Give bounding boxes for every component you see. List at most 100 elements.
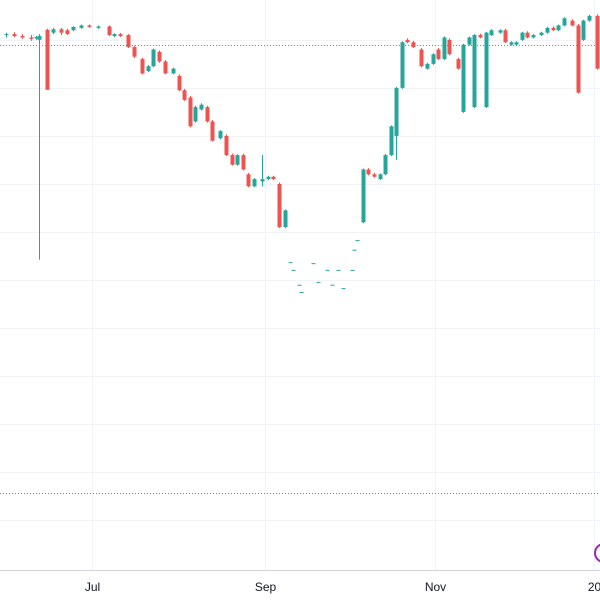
candle-body — [79, 25, 84, 28]
candle-body — [230, 155, 235, 165]
candle-body — [389, 126, 394, 156]
candle-body — [96, 26, 101, 28]
candle-body — [562, 18, 567, 26]
candle-body — [246, 174, 251, 187]
plot-area — [0, 14, 600, 494]
candle-body — [366, 169, 371, 175]
x-tick-label: Nov — [425, 580, 446, 594]
candle-body — [411, 42, 416, 48]
candle-body — [352, 249, 357, 251]
candle-body — [503, 30, 508, 43]
candle-body — [467, 37, 472, 45]
candle-body — [330, 284, 335, 286]
candle-body — [210, 121, 215, 141]
x-tick-label: Sep — [255, 580, 277, 594]
candle-body — [112, 34, 117, 37]
candle-body — [509, 42, 514, 45]
candle-body — [132, 47, 137, 57]
candle-body — [576, 25, 581, 93]
candle-body — [260, 179, 265, 182]
candle-body — [266, 176, 271, 180]
candle-body — [29, 37, 34, 39]
candle-body — [484, 32, 489, 108]
candle-body — [472, 35, 477, 108]
candle-body — [539, 32, 544, 36]
candle-body — [456, 59, 461, 69]
candle-body — [87, 25, 92, 27]
candle-body — [478, 35, 483, 38]
candle-body — [425, 63, 430, 69]
candle-body — [514, 42, 519, 45]
candle-body — [587, 15, 592, 21]
candle-body — [171, 68, 176, 74]
candle-body — [299, 291, 304, 293]
candle-body — [4, 34, 9, 36]
candle-body — [556, 25, 561, 31]
candle-body — [489, 30, 494, 36]
candle-body — [182, 90, 187, 100]
candle-body — [405, 39, 410, 43]
candle-body — [316, 281, 321, 283]
candle-body — [520, 32, 525, 40]
candle-body — [341, 288, 346, 290]
candle-body — [436, 49, 441, 60]
candle-body — [126, 35, 131, 48]
candle-body — [419, 49, 424, 67]
candle-body — [325, 269, 330, 271]
candle-body — [235, 155, 240, 165]
candle-body — [188, 97, 193, 127]
candle-body — [372, 174, 377, 177]
candle-body — [283, 210, 288, 228]
candle-body — [45, 29, 50, 90]
candle-body — [378, 174, 383, 180]
candle-body — [498, 30, 503, 33]
candle-body — [383, 155, 388, 175]
candle-body — [59, 29, 64, 33]
candle-body — [297, 284, 302, 286]
candle-body — [431, 54, 436, 64]
candle-body — [20, 36, 25, 38]
logo-badge[interactable] — [594, 543, 600, 563]
candle-body — [12, 34, 17, 37]
candle-body — [525, 32, 530, 38]
candle-body — [157, 51, 162, 62]
x-axis: Jul Sep Nov 20 — [85, 580, 600, 594]
candle-body — [177, 75, 182, 91]
candle-body — [570, 20, 575, 26]
candle-body — [336, 269, 341, 271]
candle-body — [146, 66, 151, 72]
candle-body — [65, 30, 70, 35]
candle-body — [461, 44, 466, 112]
candle-body — [37, 36, 42, 40]
candle-body — [447, 39, 452, 55]
candle-body — [218, 131, 223, 139]
candle-body — [118, 34, 123, 37]
x-tick-label: 20 — [588, 580, 600, 594]
candle-body — [163, 61, 168, 74]
candle-body — [531, 35, 536, 38]
candle-body — [291, 269, 296, 271]
candle-body — [355, 240, 360, 242]
x-tick-label: Jul — [85, 580, 100, 594]
candle-body — [71, 26, 76, 31]
candle-body — [193, 107, 198, 122]
candle-body — [140, 59, 145, 74]
grid — [0, 0, 600, 570]
candle-body — [151, 49, 156, 67]
candle-body — [271, 176, 276, 180]
candle-body — [595, 15, 600, 69]
candle-body — [224, 135, 229, 156]
candle-body — [400, 42, 405, 88]
candle-body — [107, 26, 112, 36]
candle-body — [394, 87, 399, 136]
candle-body — [205, 107, 210, 122]
candle-body — [241, 155, 246, 170]
candle-body — [350, 269, 355, 271]
candle-body — [288, 262, 293, 264]
candle-body — [277, 183, 282, 228]
candle-body — [311, 263, 316, 265]
candle-body — [581, 20, 586, 40]
